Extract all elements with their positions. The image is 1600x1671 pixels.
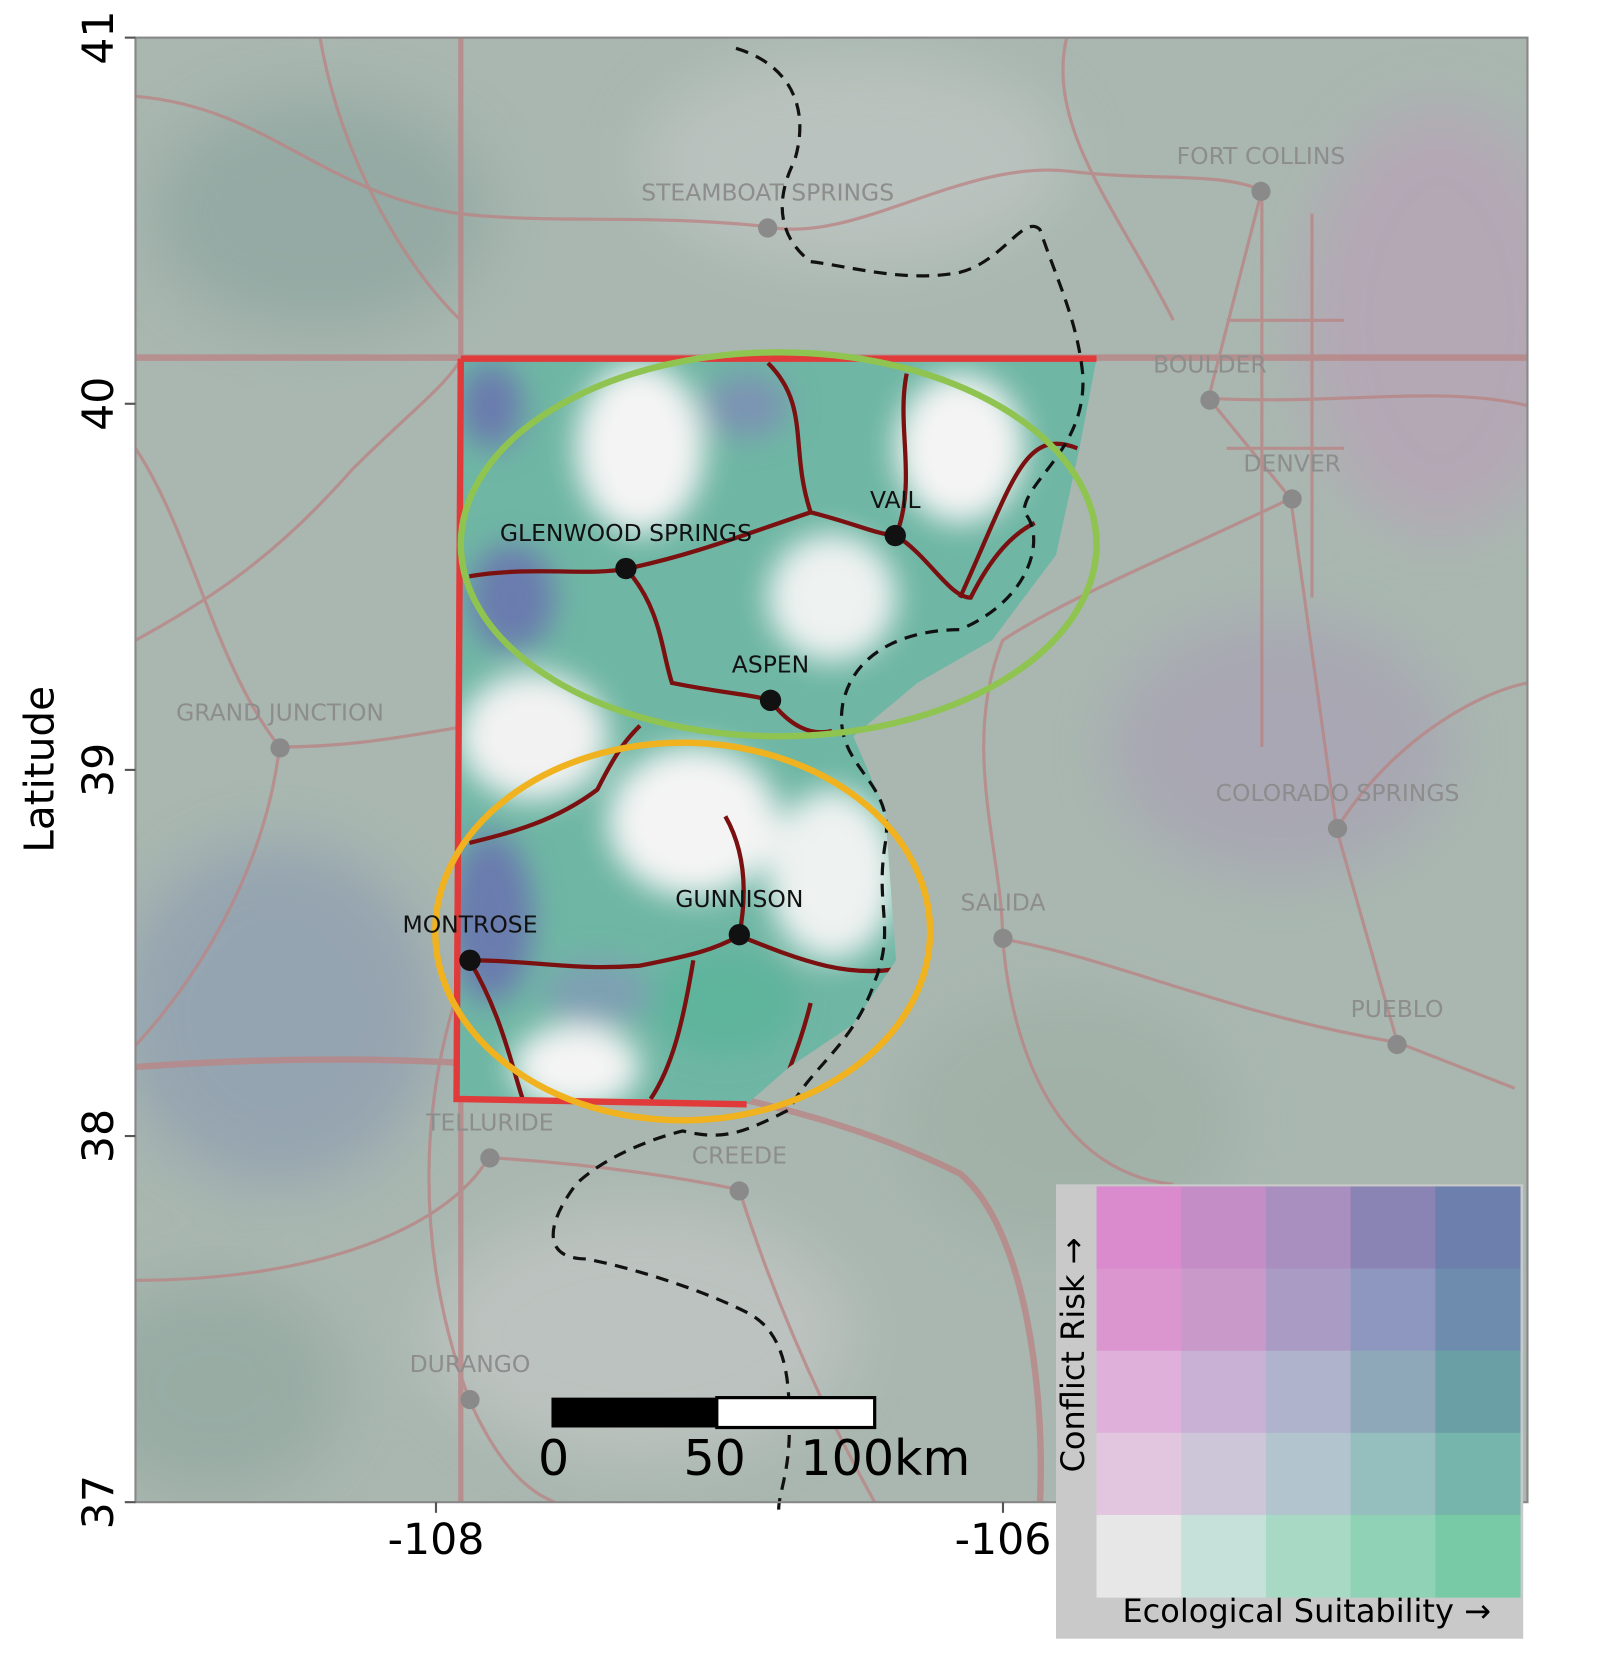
- city-label: DENVER: [1243, 449, 1341, 477]
- city-label: SALIDA: [960, 889, 1045, 917]
- study-area-outline: [453, 355, 1097, 1108]
- x-tick-label: -106: [955, 1515, 1052, 1565]
- legend-cell: [1435, 1350, 1521, 1434]
- city-dot: [884, 524, 906, 547]
- y-tick-label: 40: [74, 377, 124, 431]
- city-label: GLENWOOD SPRINGS: [500, 519, 752, 547]
- legend-cell: [1265, 1350, 1352, 1434]
- legend-cell: [1181, 1186, 1267, 1270]
- city-dot: [460, 1390, 480, 1410]
- city-dot: [480, 1148, 500, 1168]
- city-dot: [1251, 181, 1271, 202]
- bivariate-legend: Conflict Risk → Ecological Suitability →: [1054, 1184, 1524, 1639]
- legend-cell: [1265, 1514, 1352, 1598]
- legend-cell: [1435, 1514, 1521, 1598]
- x-tick-label: -108: [388, 1515, 485, 1565]
- legend-cell: [1435, 1186, 1521, 1270]
- city-dot: [729, 1181, 749, 1201]
- legend-cell: [1096, 1432, 1182, 1516]
- scale-bar-white: [715, 1396, 877, 1430]
- legend-cell: [1350, 1268, 1436, 1352]
- scale-label: 100km: [800, 1429, 970, 1487]
- legend-cell: [1096, 1268, 1182, 1352]
- city-label: CREEDE: [692, 1141, 787, 1169]
- y-tick-label: 37: [74, 1475, 124, 1529]
- city-dot: [759, 689, 782, 712]
- city-dot: [1387, 1034, 1407, 1055]
- northern-cluster-ellipse: [457, 349, 1100, 740]
- cities: STEAMBOAT SPRINGS FORT COLLINS BOULDER DENV…: [176, 142, 1460, 1410]
- city-label: GUNNISON: [675, 885, 803, 913]
- scale-bar-black: [551, 1397, 717, 1428]
- city-dot: [758, 218, 778, 238]
- scale-label: 50: [683, 1429, 745, 1487]
- legend-cell: [1350, 1514, 1436, 1598]
- legend-cell: [1096, 1186, 1182, 1270]
- southern-cluster-ellipse: [432, 739, 934, 1124]
- legend-x-label: Ecological Suitability →: [1122, 1592, 1490, 1630]
- city-label: COLORADO SPRINGS: [1216, 779, 1460, 807]
- legend-cell: [1096, 1350, 1182, 1434]
- legend-cell: [1435, 1268, 1521, 1352]
- city-dot: [1200, 390, 1220, 410]
- city-label: TELLURIDE: [425, 1108, 553, 1136]
- legend-cell: [1350, 1432, 1436, 1516]
- legend-cell: [1181, 1268, 1267, 1352]
- city-label: STEAMBOAT SPRINGS: [641, 178, 894, 206]
- city-dot: [993, 928, 1013, 948]
- legend-cell: [1265, 1432, 1352, 1516]
- legend-cell: [1181, 1514, 1267, 1598]
- city-label: VAIL: [870, 486, 921, 514]
- city-dot: [728, 923, 750, 946]
- city-dot: [615, 557, 637, 580]
- axes: Latitude 41 40 39 38 37 -108 -106: [16, 10, 1052, 1565]
- city-label: BOULDER: [1153, 350, 1267, 378]
- legend-cell: [1265, 1186, 1352, 1270]
- city-label: DURANGO: [410, 1350, 531, 1378]
- legend-y-label: Conflict Risk →: [1054, 1238, 1092, 1473]
- continental-divide: [551, 46, 1085, 1510]
- y-axis-label: Latitude: [16, 686, 64, 853]
- city-dot: [1327, 818, 1348, 839]
- legend-cell: [1350, 1186, 1436, 1270]
- city-label: MONTROSE: [402, 911, 537, 939]
- y-tick-label: 39: [74, 743, 124, 797]
- scale-label: 0: [538, 1429, 569, 1487]
- city-label: GRAND JUNCTION: [176, 698, 384, 726]
- legend-cell: [1435, 1432, 1521, 1516]
- city-label: FORT COLLINS: [1177, 142, 1346, 170]
- overlays: [432, 46, 1100, 1510]
- city-label: PUEBLO: [1351, 995, 1444, 1023]
- legend-cell: [1096, 1514, 1182, 1598]
- city-label: ASPEN: [732, 651, 809, 679]
- legend-cell: [1181, 1350, 1267, 1434]
- city-dot: [270, 738, 290, 758]
- legend-cell: [1265, 1268, 1352, 1352]
- y-tick-label: 38: [74, 1109, 124, 1163]
- scale-bar: 0 50 100km: [538, 1396, 970, 1487]
- city-dot: [459, 949, 481, 971]
- legend-cell: [1181, 1432, 1267, 1516]
- city-dot: [1282, 489, 1302, 509]
- legend-cell: [1350, 1350, 1436, 1434]
- y-tick-label: 41: [74, 10, 124, 64]
